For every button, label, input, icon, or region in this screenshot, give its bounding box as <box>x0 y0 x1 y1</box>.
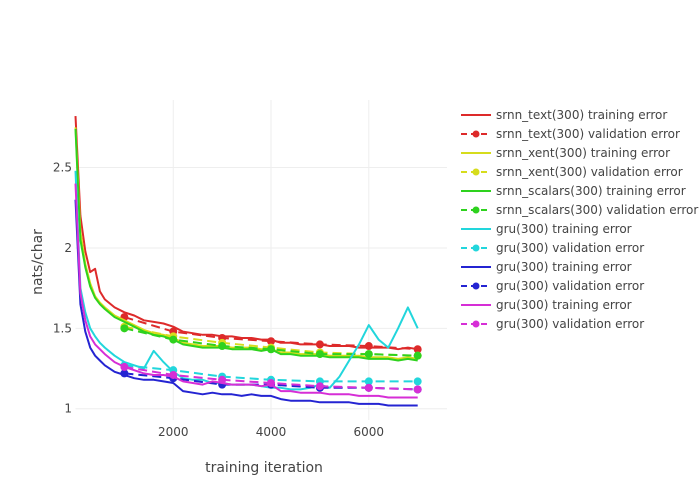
series-point-5 <box>364 350 373 359</box>
y-tick-label: 1.5 <box>53 321 72 335</box>
series-point-5 <box>218 342 227 351</box>
series-point-1 <box>364 342 373 351</box>
series-point-7 <box>413 377 422 386</box>
series-line-4 <box>74 128 418 362</box>
legend-label: srnn_text(300) training error <box>496 108 667 122</box>
series-point-11 <box>169 370 178 379</box>
series-point-5 <box>413 351 422 360</box>
series-point-11 <box>267 379 276 388</box>
series-point-11 <box>218 375 227 384</box>
legend-item[interactable]: gru(300) training error <box>461 260 632 274</box>
y-axis-title: nats/char <box>30 229 46 295</box>
legend-label: srnn_scalars(300) training error <box>496 184 686 198</box>
legend-marker <box>472 130 480 138</box>
series-line-10 <box>74 183 418 399</box>
y-tick-label: 2.5 <box>53 161 72 175</box>
legend-item[interactable]: srnn_scalars(300) training error <box>461 184 686 198</box>
legend-item[interactable]: gru(300) validation error <box>461 317 644 331</box>
series-point-7 <box>364 377 373 386</box>
legend-label: gru(300) training error <box>496 222 632 236</box>
legend-item[interactable]: srnn_text(300) validation error <box>461 127 680 141</box>
x-axis-ticks: 2000 4000 6000 <box>158 425 384 439</box>
legend-label: srnn_xent(300) training error <box>496 146 670 160</box>
series-point-5 <box>169 335 178 344</box>
series-point-11 <box>120 362 129 371</box>
series-point-5 <box>315 350 324 359</box>
grid <box>75 100 447 420</box>
legend-item[interactable]: gru(300) training error <box>461 222 632 236</box>
series-point-11 <box>364 383 373 392</box>
series-point-11 <box>315 382 324 391</box>
legend-marker <box>472 282 480 290</box>
series-point-1 <box>315 340 324 349</box>
legend-label: gru(300) validation error <box>496 279 644 293</box>
legend-label: gru(300) training error <box>496 260 632 274</box>
legend-marker <box>472 320 480 328</box>
legend-marker <box>472 244 480 252</box>
series-line-2 <box>74 127 418 360</box>
legend-item[interactable]: gru(300) validation error <box>461 241 644 255</box>
series-line-0 <box>74 116 418 351</box>
legend-marker <box>472 206 480 214</box>
series-point-5 <box>120 324 129 333</box>
legend-label: srnn_text(300) validation error <box>496 127 680 141</box>
legend-label: srnn_xent(300) validation error <box>496 165 683 179</box>
legend-label: gru(300) validation error <box>496 241 644 255</box>
legend-item[interactable]: srnn_xent(300) validation error <box>461 165 683 179</box>
legend-label: gru(300) validation error <box>496 317 644 331</box>
series-point-11 <box>413 385 422 394</box>
plot-area <box>74 116 422 407</box>
series-point-5 <box>267 345 276 354</box>
series-point-1 <box>267 337 276 346</box>
x-tick-label: 6000 <box>354 425 385 439</box>
legend-item[interactable]: srnn_scalars(300) validation error <box>461 203 698 217</box>
series-point-9 <box>120 369 129 378</box>
x-tick-label: 4000 <box>256 425 287 439</box>
legend-label: gru(300) training error <box>496 298 632 312</box>
series-line-8 <box>74 199 418 407</box>
legend-item[interactable]: gru(300) training error <box>461 298 632 312</box>
x-axis-title: training iteration <box>205 460 323 476</box>
legend-marker <box>472 168 480 176</box>
y-axis-ticks: 1 1.5 2 2.5 <box>53 161 72 416</box>
x-tick-label: 2000 <box>158 425 189 439</box>
legend-item[interactable]: srnn_text(300) training error <box>461 108 667 122</box>
legend-label: srnn_scalars(300) validation error <box>496 203 698 217</box>
series-point-1 <box>413 345 422 354</box>
legend-item[interactable]: gru(300) validation error <box>461 279 644 293</box>
legend: srnn_text(300) training error srnn_text(3… <box>461 108 698 331</box>
legend-item[interactable]: srnn_xent(300) training error <box>461 146 670 160</box>
y-tick-label: 1 <box>64 402 72 416</box>
y-tick-label: 2 <box>64 241 72 255</box>
